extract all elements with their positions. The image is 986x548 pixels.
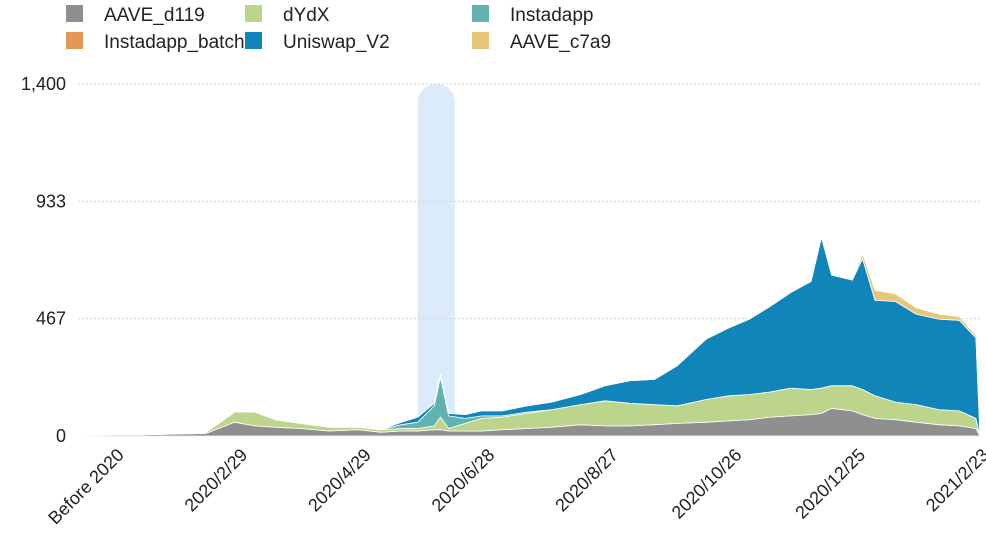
y-axis: 0 467 933 1,400 — [21, 74, 66, 446]
x-tick-label-2: 2020/4/29 — [304, 445, 375, 516]
x-tick-label-3: 2020/6/28 — [428, 445, 499, 516]
highlight-layer — [417, 84, 455, 436]
legend-label-uniswap_v2[interactable]: Uniswap_V2 — [283, 32, 390, 53]
legend-swatch-dydx — [245, 5, 262, 22]
legend-swatch-instadapp_batch — [66, 32, 83, 49]
highlight-band — [417, 84, 455, 436]
legend-swatch-uniswap_v2 — [245, 32, 262, 49]
y-tick-label-1400: 1,400 — [21, 74, 66, 94]
x-tick-label-1: 2020/2/29 — [181, 445, 252, 516]
legend-label-aave_c7a9[interactable]: AAVE_c7a9 — [510, 32, 611, 53]
x-tick-label-4: 2020/8/27 — [551, 445, 622, 516]
legend-swatch-aave_d119 — [66, 5, 83, 22]
series-areas — [77, 237, 981, 437]
x-tick-label-6: 2020/12/25 — [791, 445, 869, 523]
legend-swatch-instadapp — [472, 5, 489, 22]
x-tick-label-0: Before 2020 — [44, 445, 127, 528]
y-tick-label-0: 0 — [56, 426, 66, 446]
legend-label-instadapp[interactable]: Instadapp — [510, 5, 593, 26]
legend: AAVE_d119 dYdX Instadapp Instadapp_batch Uni… — [66, 5, 611, 53]
legend-label-dydx[interactable]: dYdX — [283, 5, 330, 26]
x-tick-label-5: 2020/10/26 — [668, 445, 746, 523]
legend-swatch-aave_c7a9 — [472, 32, 489, 49]
legend-label-aave_d119[interactable]: AAVE_d119 — [104, 5, 205, 26]
x-tick-label-7: 2021/2/23 — [922, 445, 986, 516]
y-tick-label-933: 933 — [36, 191, 66, 211]
legend-label-instadapp_batch[interactable]: Instadapp_batch — [104, 32, 245, 53]
x-axis: Before 2020 2020/2/29 2020/4/29 2020/6/28 20… — [44, 445, 986, 528]
y-tick-label-467: 467 — [36, 309, 66, 329]
series-area-aave_c7a9[interactable] — [77, 237, 981, 437]
